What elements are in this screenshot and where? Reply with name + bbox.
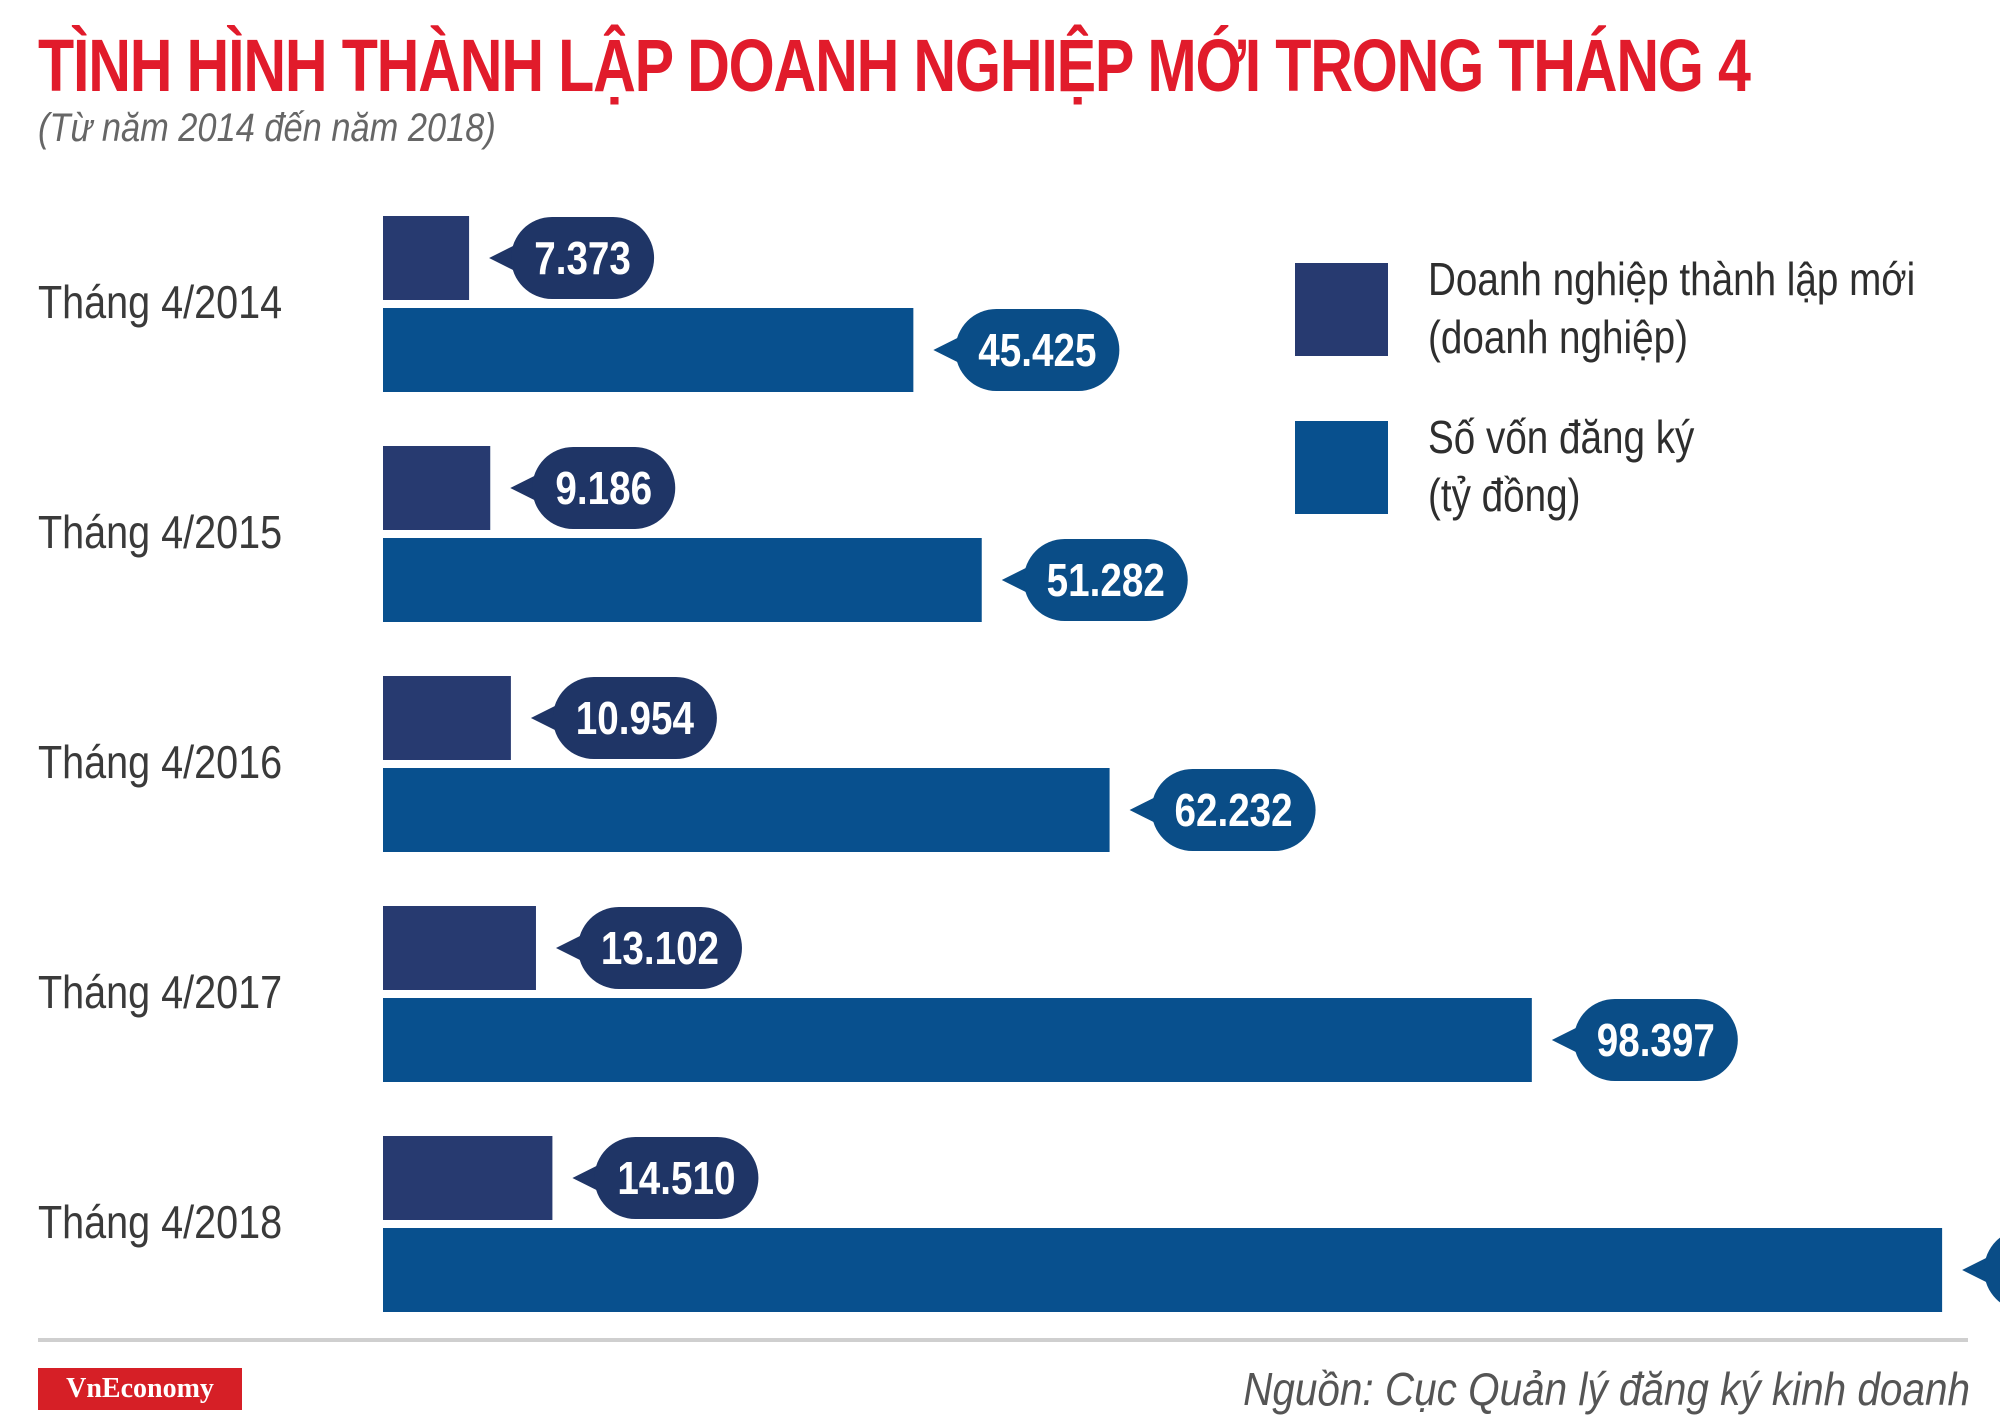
value-callout: [1151, 769, 1316, 851]
category-label: Tháng 4/2014: [38, 277, 282, 328]
value-callout-pointer: [510, 473, 541, 503]
legend-label-capital: Số vốn đăng ký (tỷ đồng): [1428, 408, 1949, 524]
value-callout: [1573, 999, 1738, 1081]
bar-capital: [383, 998, 1532, 1082]
value-callout-pointer: [555, 933, 586, 963]
value-label-capital: 51.282: [1047, 555, 1165, 606]
value-label-capital: 45.425: [978, 325, 1096, 376]
value-callout: [552, 677, 717, 759]
value-callout-pointer: [933, 335, 964, 365]
legend-swatch-capital: [1295, 421, 1388, 514]
value-label-enterprises: 7.373: [534, 233, 631, 284]
bar-enterprises: [383, 676, 511, 760]
category-label: Tháng 4/2017: [38, 967, 282, 1018]
legend-swatch-enterprises: [1295, 263, 1388, 356]
value-label-enterprises: 13.102: [601, 923, 719, 974]
category-label: Tháng 4/2015: [38, 507, 282, 558]
category-label: Tháng 4/2018: [38, 1197, 282, 1248]
value-callout: [594, 1137, 759, 1219]
bar-chart: Tháng 4/2014 7.373 45.425 Tháng 4/2015 9.186…: [38, 216, 2000, 1312]
bar-capital: [383, 308, 914, 392]
brand-logo: VnEconomy: [38, 1368, 242, 1410]
footer-divider: [38, 1338, 1968, 1342]
value-label-enterprises: 9.186: [555, 463, 652, 514]
legend-label-enterprises-line1: Doanh nghiệp thành lập mới: [1428, 253, 1916, 305]
legend-label-capital-line1: Số vốn đăng ký: [1428, 411, 1695, 463]
category-label: Tháng 4/2016: [38, 737, 282, 788]
legend-label-capital-line2: (tỷ đồng): [1428, 469, 1581, 521]
value-label-enterprises: 14.510: [617, 1153, 735, 1204]
legend-label-enterprises-line2: (doanh nghiệp): [1428, 311, 1688, 363]
value-callout: [1984, 1237, 2000, 1303]
value-callout-pointer: [489, 243, 520, 273]
value-label-capital: 62.232: [1175, 785, 1293, 836]
legend-item-capital: Số vốn đăng ký (tỷ đồng): [1295, 408, 1985, 521]
value-callout-pointer: [1001, 565, 1032, 595]
value-callout: [532, 447, 676, 529]
value-callout-pointer: [530, 703, 561, 733]
value-label-capital: 98.397: [1597, 1015, 1715, 1066]
bar-enterprises: [383, 906, 536, 990]
chart-subtitle: (Từ năm 2014 đến năm 2018): [38, 106, 496, 150]
bar-enterprises: [383, 446, 491, 530]
value-callout-pointer: [1962, 1255, 1993, 1285]
value-callout-pointer: [1129, 795, 1160, 825]
chart-title: TÌNH HÌNH THÀNH LẬP DOANH NGHIỆP MỚI TRO…: [38, 24, 1751, 107]
value-callout: [1023, 539, 1188, 621]
bar-capital: [383, 1228, 1943, 1312]
value-callout-pointer: [572, 1163, 603, 1193]
legend-label-enterprises: Doanh nghiệp thành lập mới (doanh nghiệp…: [1428, 250, 1949, 366]
value-label-enterprises: 10.954: [576, 693, 695, 744]
bar-capital: [383, 768, 1110, 852]
bar-enterprises: [383, 1136, 553, 1220]
value-callout: [511, 217, 655, 299]
value-callout: [577, 907, 742, 989]
bar-enterprises: [383, 216, 470, 300]
source-note: Nguồn: Cục Quản lý đăng ký kinh doanh: [1243, 1363, 1970, 1415]
value-callout-pointer: [1551, 1025, 1582, 1055]
brand-logo-text: VnEconomy: [66, 1373, 214, 1404]
legend-item-enterprises: Doanh nghiệp thành lập mới (doanh nghiệp…: [1295, 250, 1985, 363]
bar-capital: [383, 538, 982, 622]
value-callout: [955, 309, 1120, 391]
